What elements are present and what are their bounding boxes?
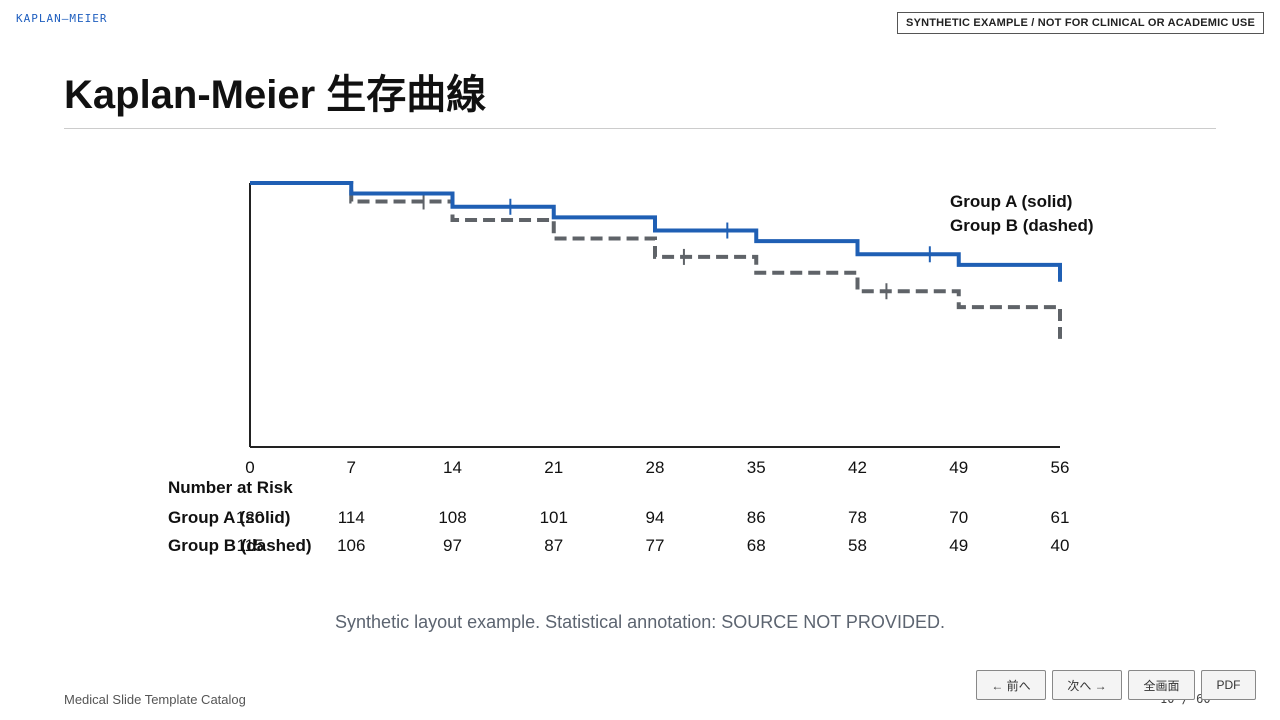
slide-title: Kaplan-Meier 生存曲線 bbox=[64, 73, 487, 117]
risk-table-title: Number at Risk bbox=[168, 478, 293, 497]
risk-cell: 120 bbox=[236, 508, 264, 527]
risk-cell: 58 bbox=[848, 536, 867, 555]
x-tick-label-21: 21 bbox=[544, 458, 563, 477]
legend-item-group-b: Group B (dashed) bbox=[950, 216, 1094, 235]
x-tick-label-42: 42 bbox=[848, 458, 867, 477]
risk-cell: 86 bbox=[747, 508, 766, 527]
corner-label: KAPLAN–MEIER bbox=[16, 12, 108, 25]
risk-cell: 106 bbox=[337, 536, 365, 555]
pdf-button[interactable]: PDF bbox=[1201, 670, 1256, 700]
km-chart: 0 7 14 21 28 35 42 49 56 Group A (solid) Group B (… bbox=[168, 181, 1094, 555]
risk-cell: 61 bbox=[1051, 508, 1070, 527]
risk-cell: 70 bbox=[949, 508, 968, 527]
km-curve-group-a bbox=[250, 181, 1062, 282]
footer-catalog: Medical Slide Template Catalog bbox=[64, 692, 246, 707]
risk-cell: 77 bbox=[646, 536, 665, 555]
risk-row-label-group-b: Group B (dashed) bbox=[168, 536, 312, 555]
risk-cell: 68 bbox=[747, 536, 766, 555]
legend-item-group-a: Group A (solid) bbox=[950, 192, 1072, 211]
x-tick-label-28: 28 bbox=[646, 458, 665, 477]
x-tick-label-14: 14 bbox=[443, 458, 462, 477]
risk-cell: 108 bbox=[438, 508, 466, 527]
risk-cell: 40 bbox=[1051, 536, 1070, 555]
x-tick-label-56: 56 bbox=[1051, 458, 1070, 477]
fullscreen-button[interactable]: 全画面 bbox=[1128, 670, 1195, 700]
risk-cell: 114 bbox=[338, 508, 365, 527]
next-button[interactable]: 次へ → bbox=[1052, 670, 1122, 700]
risk-cell: 49 bbox=[949, 536, 968, 555]
x-tick-label-35: 35 bbox=[747, 458, 766, 477]
risk-cell: 97 bbox=[443, 536, 462, 555]
title-divider bbox=[64, 128, 1216, 129]
disclaimer-badge: SYNTHETIC EXAMPLE / NOT FOR CLINICAL OR … bbox=[897, 12, 1264, 34]
risk-cell: 101 bbox=[540, 508, 568, 527]
x-tick-label-7: 7 bbox=[347, 458, 356, 477]
prev-button[interactable]: ← 前へ bbox=[976, 670, 1046, 700]
risk-row-label-group-a: Group A (solid) bbox=[168, 508, 290, 527]
km-curve-group-b bbox=[250, 181, 1062, 339]
risk-cell: 87 bbox=[544, 536, 563, 555]
chart-caption: Synthetic layout example. Statistical an… bbox=[335, 612, 945, 632]
x-tick-label-49: 49 bbox=[949, 458, 968, 477]
risk-cell: 115 bbox=[236, 536, 263, 555]
x-tick-label-0: 0 bbox=[245, 458, 254, 477]
risk-cell: 94 bbox=[646, 508, 665, 527]
risk-cell: 78 bbox=[848, 508, 867, 527]
